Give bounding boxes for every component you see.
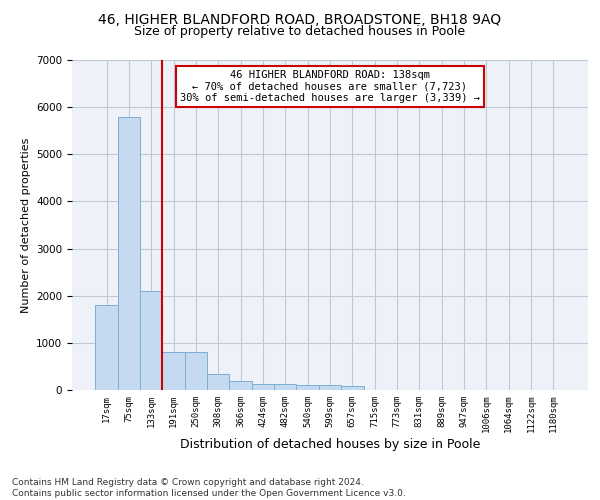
- Text: 46, HIGHER BLANDFORD ROAD, BROADSTONE, BH18 9AQ: 46, HIGHER BLANDFORD ROAD, BROADSTONE, B…: [98, 12, 502, 26]
- Text: Size of property relative to detached houses in Poole: Size of property relative to detached ho…: [134, 25, 466, 38]
- Bar: [95, 305, 118, 390]
- Bar: [341, 386, 364, 390]
- Bar: [185, 352, 207, 390]
- Text: Contains HM Land Registry data © Crown copyright and database right 2024.
Contai: Contains HM Land Registry data © Crown c…: [12, 478, 406, 498]
- Text: 46 HIGHER BLANDFORD ROAD: 138sqm
← 70% of detached houses are smaller (7,723)
30: 46 HIGHER BLANDFORD ROAD: 138sqm ← 70% o…: [180, 70, 480, 103]
- Bar: [252, 384, 274, 390]
- Bar: [163, 352, 185, 390]
- Bar: [274, 384, 296, 390]
- Bar: [207, 374, 229, 390]
- Bar: [319, 386, 341, 390]
- X-axis label: Distribution of detached houses by size in Poole: Distribution of detached houses by size …: [180, 438, 480, 451]
- Bar: [296, 386, 319, 390]
- Bar: [140, 291, 163, 390]
- Bar: [118, 116, 140, 390]
- Y-axis label: Number of detached properties: Number of detached properties: [20, 138, 31, 312]
- Bar: [229, 380, 252, 390]
